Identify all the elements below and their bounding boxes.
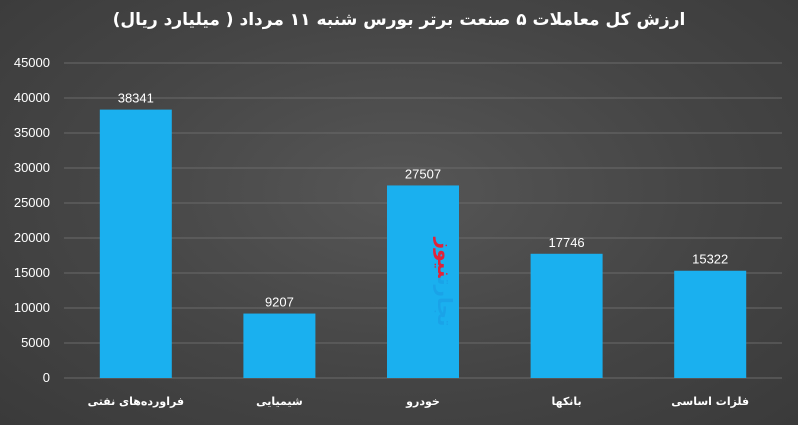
data-labels: 38341 9207 27507 17746 15322	[118, 91, 729, 310]
bar	[674, 270, 747, 378]
y-tick-label: 35000	[14, 125, 50, 140]
data-label: 38341	[118, 91, 154, 106]
bar	[99, 109, 172, 378]
data-label: 15322	[692, 252, 728, 267]
y-axis-ticks: 0 5000 10000 15000 20000 25000 30000 35000 40000…	[14, 55, 50, 385]
watermark-part-1: تجارت	[433, 277, 457, 326]
bars	[99, 109, 747, 378]
svg-text:تجارتنیوز: تجارتنیوز	[433, 237, 457, 327]
y-tick-label: 15000	[14, 265, 50, 280]
x-category-label: خودرو	[405, 395, 440, 408]
watermark-logo: تجارتنیوز	[433, 237, 457, 327]
y-tick-label: 5000	[21, 335, 50, 350]
x-category-label: فلزات اساسی	[671, 395, 749, 408]
bar	[530, 253, 603, 378]
data-label: 17746	[549, 235, 585, 250]
y-tick-label: 40000	[14, 90, 50, 105]
y-tick-label: 20000	[14, 230, 50, 245]
chart-title: ارزش کل معاملات ۵ صنعت برتر بورس شنبه ۱۱…	[112, 10, 686, 30]
y-tick-label: 10000	[14, 300, 50, 315]
data-label: 9207	[265, 295, 294, 310]
y-tick-label: 30000	[14, 160, 50, 175]
bar	[243, 313, 316, 378]
bar	[387, 185, 459, 378]
x-axis-labels: فراورده‌های نفتی شیمیایی خودرو بانکها فلزات …	[88, 395, 750, 408]
x-category-label: شیمیایی	[256, 395, 303, 408]
y-tick-label: 25000	[14, 195, 50, 210]
data-label: 27507	[405, 166, 441, 181]
y-tick-label: 45000	[14, 55, 50, 70]
watermark-part-2: نیوز	[433, 237, 457, 279]
x-category-label: بانکها	[552, 395, 582, 408]
y-tick-label: 0	[43, 370, 50, 385]
x-category-label: فراورده‌های نفتی	[88, 395, 184, 408]
